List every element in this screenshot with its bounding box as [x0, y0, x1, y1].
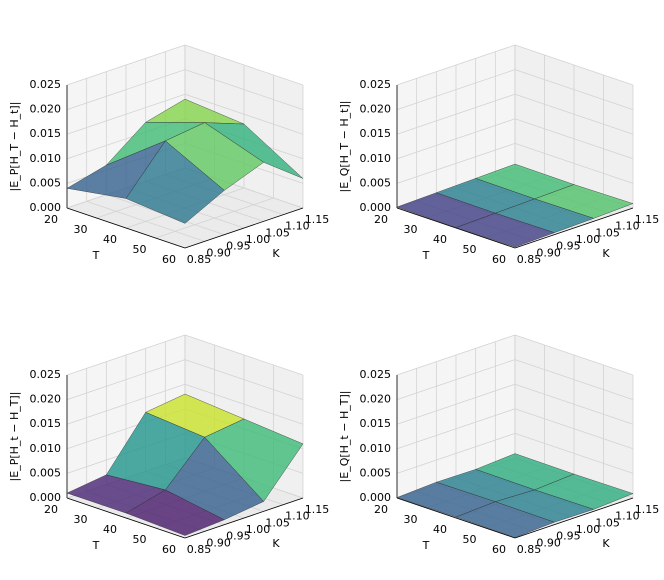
z-tick-label: 0.015	[360, 417, 392, 430]
y-tick-label: 30	[404, 513, 418, 526]
y-tick-label: 60	[492, 543, 506, 556]
x-tick-label: 1.05	[265, 226, 290, 239]
y-axis-label: T	[92, 249, 100, 262]
y-axis	[66, 207, 186, 249]
z-tick-label: 0.010	[360, 442, 392, 455]
x-tick-label: 1.10	[285, 220, 310, 233]
y-tick-label: 60	[162, 543, 176, 556]
x-tick-label: 0.85	[517, 543, 542, 556]
y-tick-label: 40	[433, 523, 447, 536]
x-axis	[184, 207, 304, 249]
y-tick-label: 60	[162, 253, 176, 266]
x-axis-label: K	[602, 537, 610, 550]
x-tick-label: 1.15	[305, 213, 330, 226]
x-tick-label: 1.00	[576, 233, 601, 246]
surface-patch	[125, 140, 225, 224]
y-tick-label: 50	[463, 533, 477, 546]
y-axis-label: T	[92, 539, 100, 552]
x-tick-label: 0.90	[536, 246, 561, 259]
y-tick-label: 20	[44, 213, 58, 226]
z-tick-label: 0.010	[30, 442, 62, 455]
x-axis-label: K	[272, 247, 280, 260]
x-axis	[514, 497, 634, 539]
z-tick-label: 0.025	[360, 78, 392, 91]
x-tick-label: 1.00	[246, 523, 271, 536]
surface-patch	[125, 489, 225, 536]
y-axis-label: T	[422, 249, 430, 262]
surface-patch	[455, 501, 555, 538]
y-tick-label: 30	[74, 223, 88, 236]
x-tick-label: 1.00	[246, 233, 271, 246]
z-tick-label: 0.015	[30, 417, 62, 430]
y-axis	[396, 207, 516, 249]
y-tick-label: 50	[463, 243, 477, 256]
z-tick-label: 0.000	[30, 201, 62, 214]
x-tick-label: 0.95	[556, 240, 581, 253]
z-tick-label: 0.020	[30, 103, 62, 116]
z-tick-label: 0.000	[30, 491, 62, 504]
z-tick-label: 0.005	[30, 176, 62, 189]
z-tick-label: 0.010	[30, 152, 62, 165]
x-tick-label: 0.95	[556, 530, 581, 543]
y-tick-label: 20	[374, 213, 388, 226]
y-tick-label: 40	[103, 233, 117, 246]
x-tick-label: 1.10	[615, 510, 640, 523]
x-axis	[514, 207, 634, 249]
z-tick-label: 0.015	[360, 127, 392, 140]
x-tick-label: 0.90	[206, 536, 231, 549]
y-tick-label: 40	[103, 523, 117, 536]
x-tick-label: 1.10	[285, 510, 310, 523]
y-axis-label: T	[422, 539, 430, 552]
x-tick-label: 0.95	[226, 240, 251, 253]
z-axis-label: |E_Q[H_T − H_t]|	[338, 101, 351, 193]
z-axis-label: |E_Q[H_t − H_T]|	[338, 391, 351, 483]
z-tick-label: 0.000	[360, 491, 392, 504]
y-tick-label: 50	[133, 533, 147, 546]
surface-patch	[455, 212, 555, 248]
x-tick-label: 1.05	[595, 226, 620, 239]
y-tick-label: 50	[133, 243, 147, 256]
y-tick-label: 30	[74, 513, 88, 526]
x-tick-label: 0.95	[226, 530, 251, 543]
x-tick-label: 0.85	[517, 253, 542, 266]
z-tick-label: 0.015	[30, 127, 62, 140]
x-tick-label: 0.90	[206, 246, 231, 259]
x-tick-label: 1.05	[595, 516, 620, 529]
x-tick-label: 0.90	[536, 536, 561, 549]
z-axis-label: |E_P[H_T − H_t]|	[8, 102, 21, 192]
x-tick-label: 1.15	[305, 503, 330, 516]
z-tick-label: 0.020	[30, 393, 62, 406]
z-axis-label: |E_P[H_t − H_T]|	[8, 392, 21, 482]
y-tick-label: 20	[44, 503, 58, 516]
x-tick-label: 1.00	[576, 523, 601, 536]
y-tick-label: 60	[492, 253, 506, 266]
x-tick-label: 0.85	[187, 543, 212, 556]
y-tick-label: 20	[374, 503, 388, 516]
x-tick-label: 1.15	[635, 213, 660, 226]
z-tick-label: 0.010	[360, 152, 392, 165]
x-tick-label: 1.10	[615, 220, 640, 233]
x-axis	[184, 497, 304, 539]
x-tick-label: 1.15	[635, 503, 660, 516]
x-axis-label: K	[602, 247, 610, 260]
y-axis	[66, 497, 186, 539]
x-axis-label: K	[272, 537, 280, 550]
y-tick-label: 30	[404, 223, 418, 236]
z-tick-label: 0.005	[360, 176, 392, 189]
z-tick-label: 0.020	[360, 103, 392, 116]
grid-line	[155, 197, 274, 239]
x-tick-label: 1.05	[265, 516, 290, 529]
y-tick-label: 40	[433, 233, 447, 246]
z-tick-label: 0.025	[360, 368, 392, 381]
z-tick-label: 0.025	[30, 78, 62, 91]
z-tick-label: 0.025	[30, 368, 62, 381]
z-tick-label: 0.000	[360, 201, 392, 214]
y-axis	[396, 497, 516, 539]
z-tick-label: 0.020	[360, 393, 392, 406]
z-tick-label: 0.005	[30, 466, 62, 479]
x-tick-label: 0.85	[187, 253, 212, 266]
z-tick-label: 0.005	[360, 466, 392, 479]
